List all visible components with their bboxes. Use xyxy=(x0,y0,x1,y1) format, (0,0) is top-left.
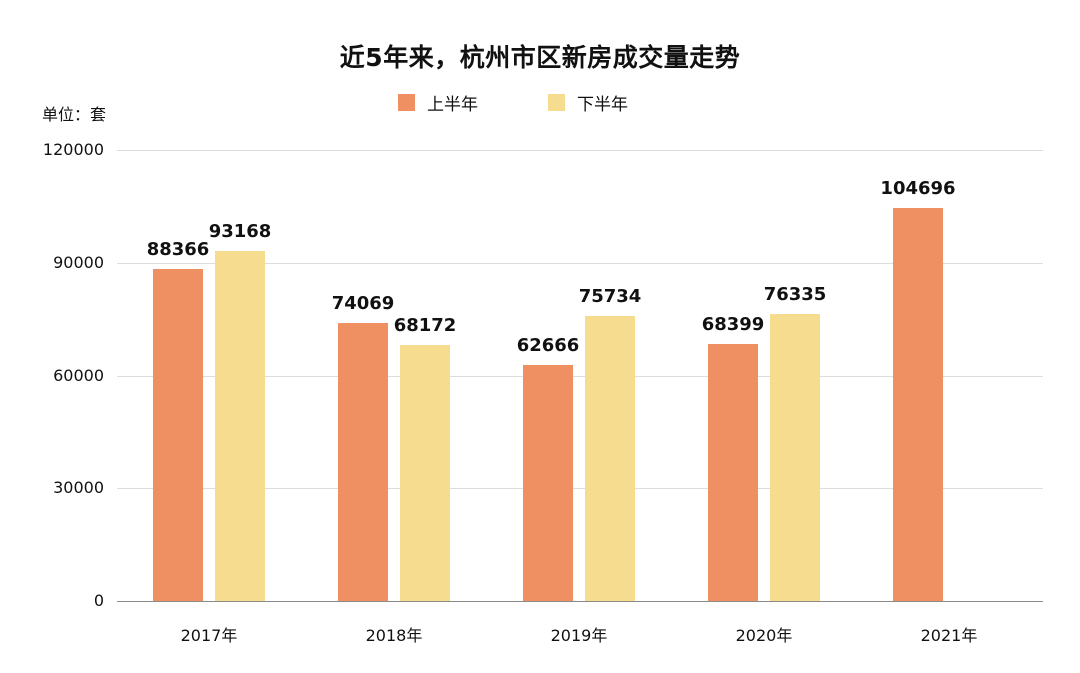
x-tick-label: 2017年 xyxy=(180,626,238,645)
data-label: 62666 xyxy=(516,335,580,357)
x-tick-label: 2018年 xyxy=(365,626,423,645)
data-label: 93168 xyxy=(208,220,272,242)
data-label: 68399 xyxy=(701,313,765,335)
bar-second-half-2018 xyxy=(400,344,450,601)
x-axis-line xyxy=(117,601,1043,602)
y-tick-label: 60000 xyxy=(53,366,104,385)
bar-second-half-2017 xyxy=(215,250,265,601)
gridline xyxy=(117,263,1043,264)
x-tick-label: 2019年 xyxy=(550,626,608,645)
legend: 上半年 下半年 xyxy=(0,90,1080,115)
bar-first-half-2017 xyxy=(153,268,203,601)
gridline xyxy=(117,150,1043,151)
y-tick-label: 30000 xyxy=(53,478,104,497)
data-label: 74069 xyxy=(331,292,395,314)
x-tick-label: 2021年 xyxy=(920,626,978,645)
gridline xyxy=(117,376,1043,377)
unit-label: 单位：套 xyxy=(42,105,107,124)
bar-first-half-2018 xyxy=(338,322,388,601)
bar-second-half-2019 xyxy=(585,316,635,601)
chart-title: 近5年来，杭州市区新房成交量走势 xyxy=(339,43,741,72)
bar-first-half-2020 xyxy=(708,343,758,601)
y-tick-label: 120000 xyxy=(42,140,104,159)
y-tick-label: 0 xyxy=(93,591,104,610)
legend-label-first-half: 上半年 xyxy=(427,95,478,115)
bar-second-half-2020 xyxy=(770,314,820,601)
legend-swatch-first-half xyxy=(398,94,415,111)
x-tick-label: 2020年 xyxy=(735,626,793,645)
data-label: 104696 xyxy=(880,177,956,199)
data-label: 68172 xyxy=(393,314,457,336)
data-label: 75734 xyxy=(578,286,642,308)
bar-first-half-2019 xyxy=(523,365,573,601)
legend-item-second-half: 下半年 xyxy=(548,90,628,115)
gridline xyxy=(117,488,1043,489)
data-label: 88366 xyxy=(146,238,210,260)
y-tick-label: 90000 xyxy=(53,253,104,272)
data-label: 76335 xyxy=(763,284,827,306)
legend-item-first-half: 上半年 xyxy=(398,90,478,115)
legend-label-second-half: 下半年 xyxy=(577,95,628,115)
bar-first-half-2021 xyxy=(893,207,943,601)
legend-swatch-second-half xyxy=(548,94,565,111)
